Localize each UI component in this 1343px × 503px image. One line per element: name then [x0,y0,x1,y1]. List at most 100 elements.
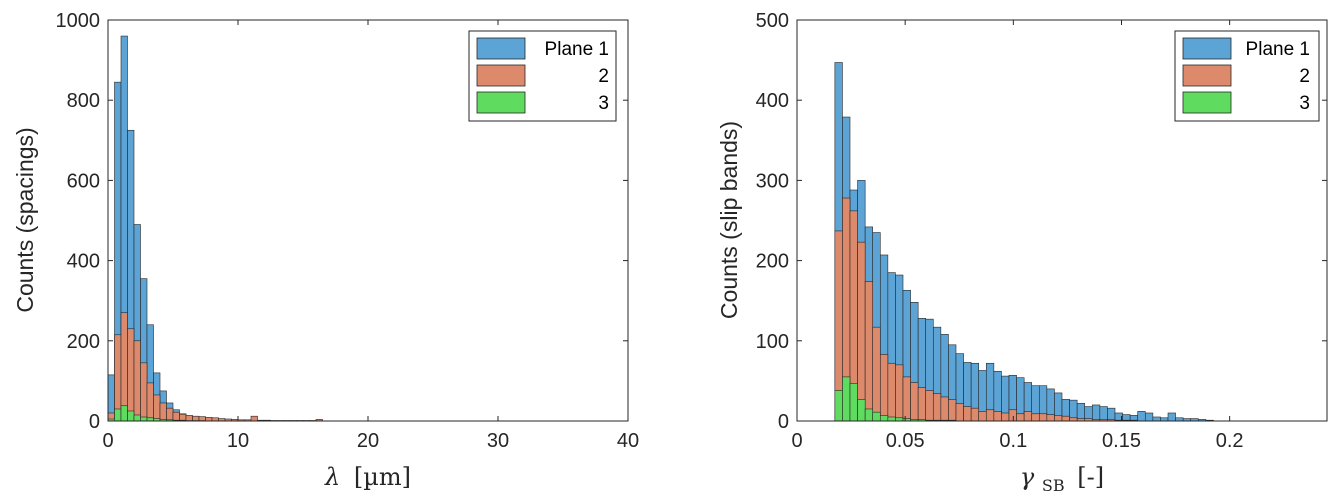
right-x-symbol: γ [1020,463,1035,491]
left-x-tick-label: 10 [227,430,249,452]
right-histogram: 0 0.05 0.1 0.15 0.2 0 100 200 300 400 500 Counts (… [716,10,1328,497]
right-bar-series3 [879,415,889,422]
left-bar-series3 [114,408,122,422]
right-legend-swatch-plane1 [1182,37,1232,60]
left-y-tick-label: 400 [67,251,100,273]
left-bar-series2 [114,334,122,422]
right-bar-series2 [1054,415,1063,422]
left-legend: Plane 1 2 3 [468,30,617,122]
left-y-tick-label: 600 [67,170,100,192]
left-bar-series2 [133,340,141,422]
left-bar-series2 [140,362,148,422]
left-x-axis-label: λ [µm] [324,463,411,491]
right-bar-series1 [1152,416,1161,422]
left-x-tick-label: 30 [487,430,509,452]
left-bar-series3 [127,410,135,422]
left-legend-label-plane1: Plane 1 [545,39,609,60]
left-legend-swatch-plane3 [476,91,526,114]
left-bar-series2 [127,328,135,422]
left-axes-box [107,19,629,422]
left-bar-series2 [166,407,174,422]
left-bar-series2 [146,382,154,422]
left-legend-label-plane3: 3 [598,93,609,114]
right-y-tick-label: 100 [756,331,789,353]
right-bar-series2 [879,354,889,422]
right-bar-series3 [834,390,843,422]
right-bar-series1 [1091,404,1101,422]
right-bar-series2 [1008,409,1017,422]
left-x-tick-label: 40 [617,430,639,452]
left-bar-series3 [140,416,148,422]
right-x-tick-label: 0.05 [886,430,925,452]
right-legend-swatch-plane3 [1182,91,1232,114]
right-legend-label-plane1: Plane 1 [1246,39,1310,60]
right-bar-series2 [963,406,972,422]
right-bar-series1 [1107,407,1116,422]
right-y-tick-label: 0 [778,411,789,433]
left-legend-swatch-plane2 [476,64,526,87]
right-bar-series2 [985,409,995,422]
right-x-tick-label: 0.15 [1102,430,1141,452]
right-x-tick-label: 0 [791,430,802,452]
right-bar-series2 [1001,412,1010,422]
right-bar-series2 [1031,413,1040,422]
right-bar-series3 [842,376,851,422]
left-y-tick-label: 1000 [56,10,101,32]
right-bar-series2 [955,403,964,422]
left-bar-series2 [120,312,128,422]
right-legend-swatch-plane2 [1182,64,1232,87]
left-bar-series2 [153,394,161,422]
right-bar-series2 [1016,413,1025,422]
left-y-tick-label: 200 [67,331,100,353]
right-y-tick-label: 300 [756,170,789,192]
right-legend-label-plane2: 2 [1299,66,1310,87]
right-bar-series3 [849,383,858,422]
right-bar-series2 [872,326,881,422]
right-x-axis-label: γ SB [-] [1020,463,1104,497]
left-x-tick-label: 0 [102,430,113,452]
right-bar-series2 [978,411,987,422]
left-bar-series2 [172,411,180,422]
left-x-tick-label: 20 [357,430,379,452]
right-bar-series2 [970,407,980,422]
right-bar-series2 [1023,411,1033,422]
right-bar-series1 [1167,412,1176,422]
left-bar-series2 [205,417,213,422]
right-bar-series2 [932,393,942,422]
right-y-tick-label: 200 [756,251,789,273]
right-y-axis-label: Counts (slip bands) [716,121,742,319]
left-y-axis-label: Counts (spacings) [12,127,38,312]
right-bar-series2 [917,387,927,422]
right-bar-series2 [857,241,866,422]
right-bar-series3 [857,399,866,422]
right-bar-series2 [902,376,911,422]
right-bar-series2 [895,364,904,422]
right-bar-series2 [1038,413,1048,422]
right-x-subscript: SB [1042,476,1065,495]
right-bar-series2 [940,396,949,422]
left-y-tick-label: 800 [67,90,100,112]
right-bar-series2 [925,390,934,422]
left-bar-series2 [192,415,200,422]
left-y-tick-label: 0 [89,411,100,433]
right-bar-series3 [887,416,896,422]
right-bar-series2 [1046,414,1055,422]
right-bar-series1 [1144,412,1154,422]
right-bar-series2 [910,382,919,422]
left-legend-label-plane2: 2 [598,66,609,87]
left-bar-series3 [133,414,141,422]
right-bar-series3 [872,411,881,422]
right-bar-series2 [993,411,1002,422]
right-x-tick-label: 0.2 [1216,430,1244,452]
right-bar-series1 [1137,411,1146,422]
right-bar-series2 [887,362,896,422]
right-bar-series3 [864,408,874,422]
right-legend-label-plane3: 3 [1299,93,1310,114]
right-bar-series2 [948,399,957,422]
left-bar-series2 [185,415,193,422]
left-x-unit: [µm] [354,463,411,491]
right-axes-box [796,19,1328,422]
